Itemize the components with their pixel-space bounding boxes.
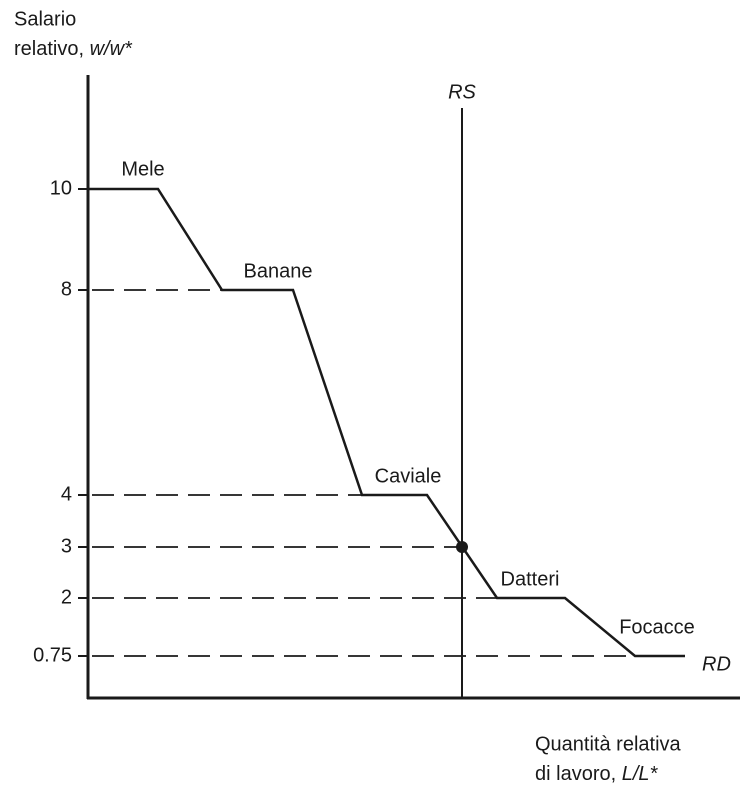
rd-label: RD xyxy=(702,653,731,675)
y-tick-label: 8 xyxy=(61,278,72,300)
rs-label: RS xyxy=(448,81,476,103)
dashed-guides xyxy=(92,289,635,657)
good-label: Mele xyxy=(121,158,164,180)
y-axis-label-var: w/w* xyxy=(90,38,133,60)
y-axis-label: relativo, w/w* xyxy=(14,38,133,60)
equilibrium-point xyxy=(456,541,468,553)
x-axis-label-part: di lavoro, xyxy=(535,763,622,785)
y-tick-label: 0.75 xyxy=(33,644,72,666)
y-axis-label-part: relativo, xyxy=(14,38,90,60)
good-label: Banane xyxy=(244,260,313,282)
y-tick-label: 10 xyxy=(50,177,72,199)
y-axis-label: Salario xyxy=(14,8,76,30)
x-axis-label: di lavoro, L/L* xyxy=(535,763,659,785)
good-label: Datteri xyxy=(501,568,560,590)
x-axis-label-var: L/L* xyxy=(622,763,659,785)
y-tick-label: 2 xyxy=(61,586,72,608)
rd-curve xyxy=(88,187,685,658)
y-tick-label: 4 xyxy=(61,483,72,505)
x-axis-label: Quantità relativa xyxy=(535,733,682,755)
good-label: Caviale xyxy=(375,465,442,487)
y-tick-label: 3 xyxy=(61,535,72,557)
good-label: Focacce xyxy=(619,616,695,638)
